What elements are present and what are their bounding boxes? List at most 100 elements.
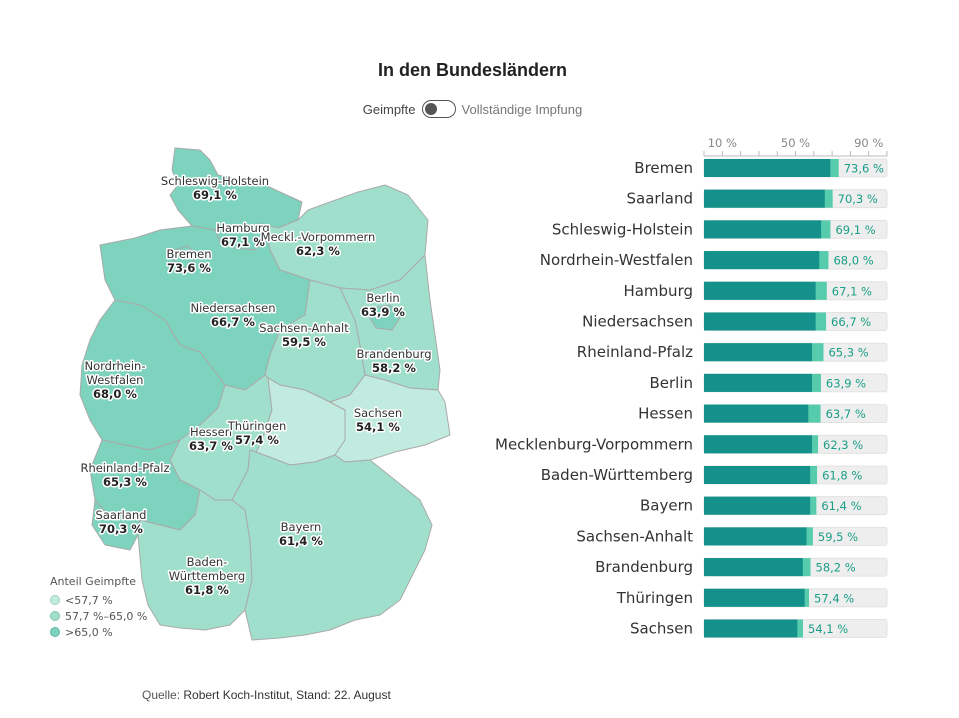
- bar-fully-vaccinated[interactable]: [704, 220, 822, 239]
- map-region-name: Bayern: [281, 520, 322, 534]
- legend-item: <57,7 %: [50, 592, 147, 608]
- category-label: Baden-Württemberg: [541, 466, 693, 484]
- map-region-saarland[interactable]: [91, 499, 141, 551]
- bar-fully-vaccinated[interactable]: [704, 281, 816, 300]
- bar-value-label: 62,3 %: [823, 438, 863, 452]
- map-region-value: 61,8 %: [185, 583, 229, 597]
- vaccination-toggle-row: Geimpfte Vollständige Impfung: [0, 100, 945, 118]
- bar-value-label: 68,0 %: [833, 254, 873, 268]
- map-region-name: Bremen: [166, 247, 211, 261]
- bar-fully-vaccinated[interactable]: [704, 496, 811, 515]
- toggle-right-label[interactable]: Vollständige Impfung: [461, 101, 583, 117]
- bar-fully-vaccinated[interactable]: [704, 558, 803, 577]
- bar-chart: 10 % 50 % 90 % Bremen 73,6 % Saarland 70,3 % Sc…: [495, 136, 888, 638]
- legend-swatch: [50, 611, 60, 621]
- bar-fully-vaccinated[interactable]: [704, 312, 816, 331]
- map-region-value: 68,0 %: [93, 387, 137, 401]
- bar-value-label: 73,6 %: [844, 162, 884, 176]
- bar-value-label: 59,5 %: [818, 530, 858, 544]
- category-label: Sachsen: [630, 620, 693, 638]
- bar-fully-vaccinated[interactable]: [704, 588, 805, 607]
- bar-value-label: 57,4 %: [814, 591, 854, 605]
- map-region-value: 67,1 %: [221, 235, 265, 249]
- bar-fully-vaccinated[interactable]: [704, 159, 831, 177]
- source-text: Robert Koch-Institut, Stand: 22. August: [183, 688, 391, 702]
- map-region-value: 62,3 %: [296, 244, 340, 258]
- bar-value-label: 70,3 %: [838, 192, 878, 206]
- category-label: Brandenburg: [595, 558, 693, 576]
- map-region-value: 61,4 %: [279, 534, 323, 548]
- bar-value-label: 65,3 %: [828, 346, 868, 360]
- map-region-sachsen[interactable]: [329, 374, 451, 463]
- legend-label: >65,0 %: [65, 625, 113, 639]
- map-region-name: Berlin: [366, 291, 399, 305]
- category-label: Niedersachsen: [582, 313, 693, 331]
- bar-fully-vaccinated[interactable]: [704, 343, 812, 362]
- map-legend: Anteil Geimpfte <57,7 % 57,7 %–65,0 % >6…: [50, 575, 147, 640]
- category-label: Nordrhein-Westfalen: [540, 251, 693, 269]
- map-region-value: 65,3 %: [103, 475, 147, 489]
- bar-fully-vaccinated[interactable]: [704, 251, 820, 270]
- x-tick-label: 10 %: [708, 136, 737, 150]
- map-region-name: Württemberg: [169, 569, 245, 583]
- bar-fully-vaccinated[interactable]: [704, 189, 825, 208]
- map-region-berlin[interactable]: [369, 304, 401, 331]
- legend-label: <57,7 %: [65, 593, 113, 607]
- category-label: Rheinland-Pfalz: [577, 343, 693, 361]
- x-tick-label: 90 %: [854, 136, 883, 150]
- map-region-name: Schleswig-Holstein: [161, 174, 269, 188]
- category-label: Hamburg: [623, 282, 693, 300]
- map-region-name: Hessen: [190, 425, 232, 439]
- map-region-name: Westfalen: [87, 373, 144, 387]
- map-region-name: Baden-: [187, 555, 228, 569]
- source-note: Quelle: Robert Koch-Institut, Stand: 22.…: [142, 688, 391, 702]
- map-region-name: Sachsen-Anhalt: [259, 321, 349, 335]
- map-region-value: 66,7 %: [211, 315, 255, 329]
- toggle-left-label[interactable]: Geimpfte: [362, 101, 416, 117]
- bar-value-label: 69,1 %: [835, 223, 875, 237]
- category-label: Mecklenburg-Vorpommern: [495, 435, 693, 453]
- category-label: Thüringen: [616, 589, 693, 607]
- bar-value-label: 67,1 %: [832, 284, 872, 298]
- vaccination-toggle[interactable]: [421, 100, 456, 118]
- bar-value-label: 61,4 %: [821, 499, 861, 513]
- source-prefix: Quelle:: [142, 688, 184, 702]
- bar-fully-vaccinated[interactable]: [704, 373, 812, 392]
- map-region-value: 73,6 %: [167, 261, 211, 275]
- map-region-value: 70,3 %: [99, 522, 143, 536]
- legend-label: 57,7 %–65,0 %: [65, 609, 148, 623]
- map-region-value: 58,2 %: [372, 361, 416, 375]
- map-region-name: Thüringen: [227, 419, 286, 433]
- bar-fully-vaccinated[interactable]: [704, 527, 807, 546]
- map-region-name: Hamburg: [216, 221, 269, 235]
- bar-fully-vaccinated[interactable]: [704, 619, 798, 638]
- map-region-value: 63,7 %: [189, 439, 233, 453]
- map-region-bremen[interactable]: [172, 245, 197, 269]
- bar-value-label: 63,9 %: [826, 376, 866, 390]
- bar-fully-vaccinated[interactable]: [704, 404, 809, 423]
- legend-item: 57,7 %–65,0 %: [50, 608, 147, 624]
- legend-title: Anteil Geimpfte: [50, 575, 136, 588]
- map-region-value: 54,1 %: [356, 420, 400, 434]
- bar-fully-vaccinated[interactable]: [704, 435, 812, 454]
- bar-value-label: 58,2 %: [816, 561, 856, 575]
- category-label: Schleswig-Holstein: [552, 220, 693, 238]
- legend-swatch: [50, 595, 60, 605]
- map-region-value: 63,9 %: [361, 305, 405, 319]
- map-region-value: 59,5 %: [282, 335, 326, 349]
- map-region-name: Sachsen: [354, 406, 402, 420]
- category-label: Hessen: [638, 405, 693, 423]
- map-region-value: 57,4 %: [235, 433, 279, 447]
- bar-fully-vaccinated[interactable]: [704, 466, 811, 484]
- category-label: Bremen: [634, 159, 693, 177]
- map-region-name: Rheinland-Pfalz: [80, 461, 169, 475]
- legend-swatch: [50, 627, 60, 637]
- category-label: Berlin: [649, 374, 693, 392]
- map-region-name: Meckl.-Vorpommern: [261, 230, 376, 244]
- map-region-name: Niedersachsen: [191, 301, 276, 315]
- bar-value-label: 63,7 %: [826, 407, 866, 421]
- map-region-name: Saarland: [96, 508, 147, 522]
- map-region-value: 69,1 %: [193, 188, 237, 202]
- map-region-bayern[interactable]: [231, 449, 433, 641]
